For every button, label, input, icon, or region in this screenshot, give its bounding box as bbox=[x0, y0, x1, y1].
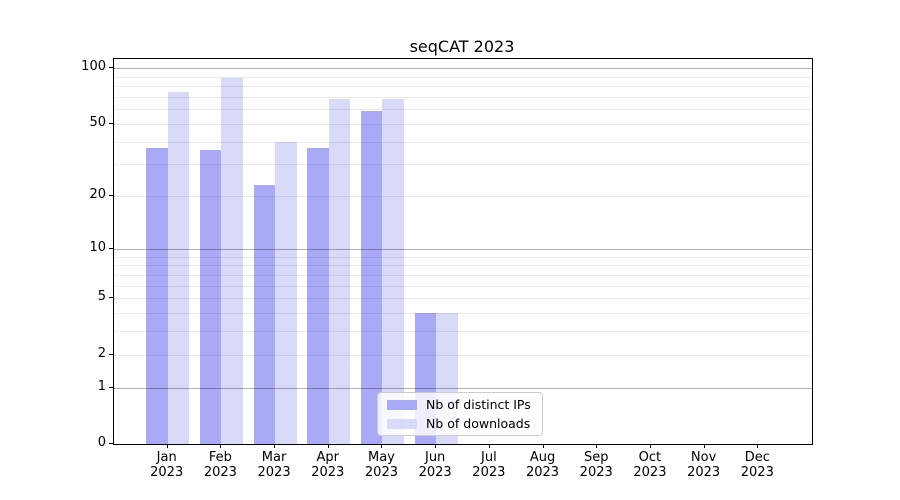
x-axis-label-sep: Sep 2023 bbox=[579, 450, 613, 480]
y-axis-tick bbox=[109, 386, 113, 388]
bar-nb-of-downloads-feb bbox=[221, 78, 243, 444]
y-axis-tick bbox=[109, 353, 113, 355]
y-axis-label-1: 1 bbox=[97, 378, 106, 394]
y-axis-label-0: 0 bbox=[97, 435, 106, 450]
plot-area bbox=[113, 58, 813, 445]
x-axis-tick bbox=[327, 444, 329, 448]
y-axis-tick bbox=[109, 443, 113, 444]
minor-gridline bbox=[114, 298, 812, 300]
x-axis-label-dec: Dec 2023 bbox=[740, 450, 774, 480]
minor-gridline bbox=[114, 274, 812, 276]
major-gridline bbox=[114, 68, 812, 70]
y-axis-label-100: 100 bbox=[81, 59, 106, 75]
x-axis-tick bbox=[596, 444, 598, 448]
bar-nb-of-downloads-mar bbox=[275, 141, 297, 444]
y-axis-label-20: 20 bbox=[89, 187, 106, 203]
x-axis-tick bbox=[220, 444, 222, 448]
minor-gridline bbox=[114, 312, 812, 314]
x-axis-tick bbox=[381, 444, 383, 448]
legend-swatch-downloads bbox=[387, 418, 417, 429]
x-axis-label-jan: Jan 2023 bbox=[150, 450, 184, 480]
minor-gridline bbox=[114, 141, 812, 143]
x-axis-label-mar: Mar 2023 bbox=[257, 450, 291, 480]
y-axis-label-5: 5 bbox=[97, 289, 106, 305]
y-axis-tick bbox=[109, 297, 113, 299]
x-axis-label-feb: Feb 2023 bbox=[203, 450, 237, 480]
minor-gridline bbox=[114, 256, 812, 258]
x-axis-tick bbox=[488, 444, 490, 448]
bar-nb-of-distinct-ips-apr bbox=[307, 147, 329, 444]
x-axis-tick bbox=[703, 444, 705, 448]
legend-label: Nb of distinct IPs bbox=[426, 396, 531, 412]
y-axis-label-50: 50 bbox=[89, 114, 106, 130]
minor-gridline bbox=[114, 164, 812, 166]
bar-nb-of-downloads-jan bbox=[167, 92, 190, 444]
minor-gridline bbox=[114, 265, 812, 267]
bar-nb-of-distinct-ips-jan bbox=[146, 147, 168, 444]
x-axis-label-nov: Nov 2023 bbox=[687, 450, 721, 480]
minor-gridline bbox=[114, 86, 812, 88]
x-axis-label-jun: Jun 2023 bbox=[418, 450, 452, 480]
minor-gridline bbox=[114, 196, 812, 198]
x-axis-tick bbox=[435, 444, 437, 448]
legend: Nb of distinct IPs Nb of downloads bbox=[377, 392, 543, 436]
legend-label: Nb of downloads bbox=[426, 415, 531, 431]
x-axis-tick bbox=[649, 444, 651, 448]
minor-gridline bbox=[114, 96, 812, 98]
legend-item: Nb of downloads bbox=[378, 416, 542, 432]
y-axis-label-2: 2 bbox=[97, 345, 106, 361]
x-axis-tick bbox=[274, 444, 276, 448]
x-axis-tick bbox=[757, 444, 759, 448]
minor-gridline bbox=[114, 123, 812, 125]
y-axis-label-10: 10 bbox=[89, 239, 106, 255]
y-axis-tick bbox=[109, 67, 113, 69]
y-axis-tick bbox=[109, 247, 113, 249]
major-gridline bbox=[114, 387, 812, 389]
legend-swatch-distinct-ips bbox=[387, 399, 417, 410]
minor-gridline bbox=[114, 331, 812, 333]
y-axis-tick bbox=[109, 122, 113, 124]
x-axis-label-oct: Oct 2023 bbox=[633, 450, 667, 480]
minor-gridline bbox=[114, 354, 812, 356]
x-axis-label-aug: Aug 2023 bbox=[525, 450, 560, 480]
bar-nb-of-downloads-may bbox=[382, 99, 404, 444]
x-axis-label-jul: Jul 2023 bbox=[472, 450, 506, 480]
bar-nb-of-distinct-ips-mar bbox=[253, 185, 276, 444]
x-axis-label-may: May 2023 bbox=[364, 450, 398, 480]
x-axis-tick bbox=[542, 444, 544, 448]
minor-gridline bbox=[114, 285, 812, 287]
minor-gridline bbox=[114, 76, 812, 78]
legend-item: Nb of distinct IPs bbox=[378, 397, 542, 413]
bar-nb-of-distinct-ips-feb bbox=[199, 149, 222, 444]
x-axis-tick bbox=[166, 444, 168, 448]
x-axis-label-apr: Apr 2023 bbox=[311, 450, 345, 480]
chart-title: seqCAT 2023 bbox=[409, 37, 515, 56]
bar-nb-of-downloads-apr bbox=[328, 99, 351, 444]
bar-nb-of-distinct-ips-may bbox=[360, 110, 383, 444]
major-gridline bbox=[114, 248, 812, 250]
minor-gridline bbox=[114, 109, 812, 111]
y-axis-tick bbox=[109, 195, 113, 197]
